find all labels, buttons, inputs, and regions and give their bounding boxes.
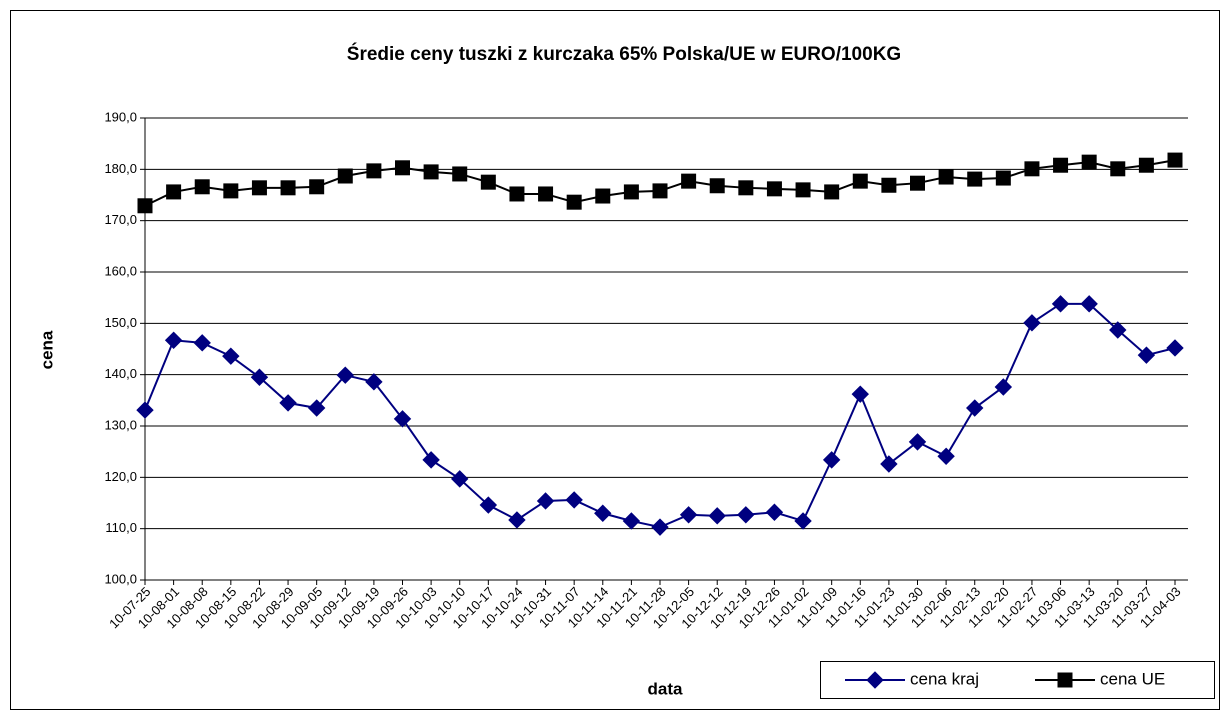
data-point <box>508 511 526 529</box>
data-point <box>681 173 697 189</box>
y-tick-label: 160,0 <box>104 263 137 278</box>
data-point <box>595 188 611 204</box>
data-point <box>452 166 468 182</box>
data-point <box>309 179 325 195</box>
data-point <box>908 433 927 451</box>
y-tick-label: 170,0 <box>104 212 137 227</box>
data-point <box>766 181 782 197</box>
data-point <box>279 394 297 412</box>
data-point <box>679 506 698 524</box>
data-point <box>765 503 784 521</box>
data-point <box>1024 161 1040 177</box>
data-point <box>622 512 641 530</box>
data-point <box>509 186 525 202</box>
chart-frame <box>10 10 1220 710</box>
data-point <box>1023 314 1041 332</box>
data-point <box>536 492 555 510</box>
data-point <box>250 368 269 386</box>
data-point <box>938 169 954 185</box>
data-point <box>479 496 498 514</box>
data-point <box>795 182 811 198</box>
y-tick-label: 150,0 <box>104 315 137 330</box>
data-point <box>824 184 840 200</box>
data-point <box>422 451 440 469</box>
data-point <box>910 175 925 191</box>
y-tick-label: 130,0 <box>104 417 137 432</box>
data-point <box>1080 295 1098 313</box>
data-point <box>193 334 211 352</box>
data-point <box>393 410 412 428</box>
data-point <box>594 504 612 522</box>
data-point <box>852 173 868 189</box>
data-point <box>137 198 153 214</box>
legend-marker <box>1057 672 1073 688</box>
data-point <box>194 179 210 195</box>
data-point <box>1110 161 1126 177</box>
data-point <box>337 168 353 184</box>
data-point <box>937 447 955 465</box>
data-point <box>1137 346 1156 364</box>
y-tick-label: 110,0 <box>105 520 137 535</box>
data-point <box>395 160 410 176</box>
data-point <box>1167 152 1183 168</box>
data-point <box>164 331 183 349</box>
chart-title: Średie ceny tuszki z kurczaka 65% Polska… <box>347 43 901 65</box>
data-point <box>480 174 496 190</box>
data-point <box>307 399 326 417</box>
data-point <box>794 512 812 530</box>
data-point <box>136 401 154 419</box>
data-point <box>566 194 582 210</box>
y-tick-label: 140,0 <box>104 366 137 381</box>
data-point <box>881 177 897 193</box>
data-point <box>994 378 1013 396</box>
data-point <box>223 183 239 199</box>
x-axis-title: data <box>648 679 684 698</box>
data-point <box>251 180 267 196</box>
data-point <box>652 183 668 199</box>
data-point <box>280 180 296 196</box>
data-point <box>1109 321 1127 339</box>
data-point <box>1051 295 1070 313</box>
data-point <box>565 491 583 509</box>
data-point <box>166 184 182 200</box>
legend-marker <box>866 671 884 689</box>
data-point <box>538 186 554 202</box>
data-point <box>708 507 726 525</box>
y-tick-label: 100,0 <box>104 571 137 586</box>
data-point <box>451 470 469 488</box>
data-point <box>995 170 1011 186</box>
data-point <box>336 366 354 384</box>
data-point <box>365 373 383 391</box>
data-point <box>851 385 869 403</box>
data-point <box>966 399 984 417</box>
data-point <box>1053 157 1069 173</box>
data-point <box>1166 339 1184 357</box>
data-point <box>738 180 754 196</box>
data-point <box>423 164 439 180</box>
y-tick-label: 190,0 <box>104 109 137 124</box>
data-point <box>1138 157 1154 173</box>
data-point <box>709 178 725 194</box>
y-axis-title: cena <box>37 330 56 369</box>
data-point <box>366 163 382 179</box>
y-tick-label: 120,0 <box>104 469 137 484</box>
data-point <box>1081 154 1097 170</box>
legend-label: cena UE <box>1100 669 1165 688</box>
data-point <box>967 171 983 187</box>
y-tick-label: 180,0 <box>104 161 137 176</box>
data-point <box>880 455 898 473</box>
data-point <box>822 451 841 469</box>
data-point <box>737 506 755 524</box>
legend-label: cena kraj <box>910 669 979 688</box>
data-point <box>623 184 639 200</box>
data-point <box>651 518 669 536</box>
data-point <box>222 347 240 365</box>
